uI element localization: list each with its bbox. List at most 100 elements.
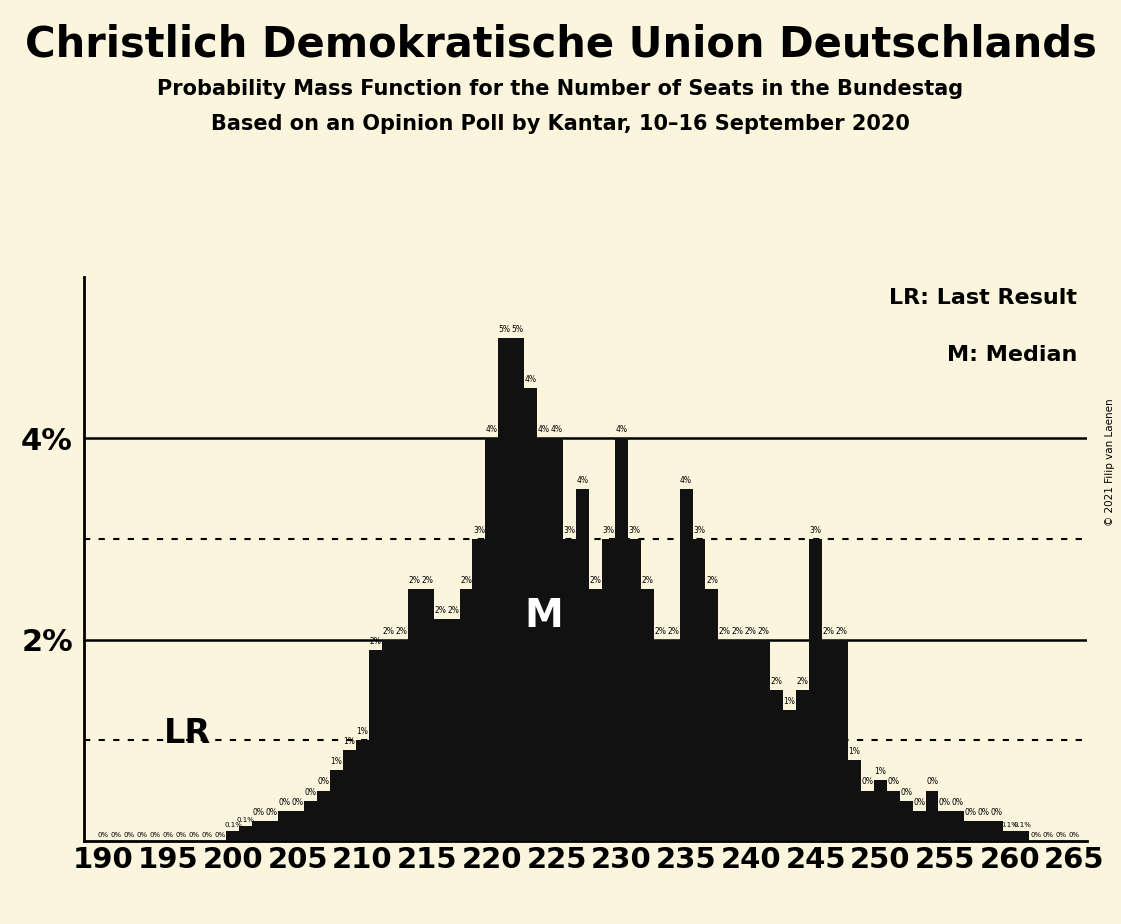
Bar (770, 690, 784, 841)
Bar (278, 810, 291, 841)
Bar (731, 639, 744, 841)
Bar (446, 619, 460, 841)
Text: 0%: 0% (123, 832, 135, 838)
Text: 0%: 0% (214, 832, 225, 838)
Bar (835, 639, 847, 841)
Text: 4%: 4% (485, 425, 498, 434)
Bar (252, 821, 266, 841)
Text: 0%: 0% (900, 787, 912, 796)
Text: 2%: 2% (835, 626, 847, 636)
Bar (563, 539, 576, 841)
Text: M: M (525, 597, 563, 635)
Text: 0.1%: 0.1% (237, 817, 254, 822)
Text: 1%: 1% (849, 748, 860, 756)
Bar (679, 489, 693, 841)
Bar (912, 810, 926, 841)
Text: 0%: 0% (111, 832, 122, 838)
Bar (990, 821, 1003, 841)
Text: 2%: 2% (732, 626, 743, 636)
Text: 4%: 4% (576, 476, 589, 484)
Bar (537, 438, 550, 841)
Text: 2%: 2% (370, 637, 381, 646)
Bar (887, 791, 900, 841)
Text: 0%: 0% (291, 797, 304, 807)
Text: 3%: 3% (473, 526, 485, 535)
Bar (744, 639, 758, 841)
Text: 4%: 4% (525, 375, 537, 383)
Bar (705, 590, 719, 841)
Text: 0%: 0% (965, 808, 976, 817)
Text: 5%: 5% (499, 324, 511, 334)
Text: 4%: 4% (538, 425, 549, 434)
Text: 1%: 1% (356, 727, 369, 736)
Bar (317, 791, 330, 841)
Text: 2%: 2% (719, 626, 731, 636)
Text: 2%: 2% (421, 577, 433, 585)
Bar (576, 489, 589, 841)
Text: LR: Last Result: LR: Last Result (889, 288, 1077, 309)
Text: 2%: 2% (706, 577, 717, 585)
Text: 1%: 1% (784, 697, 796, 706)
Bar (525, 388, 537, 841)
Text: 0.1%: 0.1% (224, 821, 242, 828)
Text: 0%: 0% (991, 808, 1003, 817)
Text: 2%: 2% (823, 626, 834, 636)
Bar (511, 337, 525, 841)
Text: 0%: 0% (1043, 832, 1054, 838)
Text: 3%: 3% (628, 526, 640, 535)
Bar (719, 639, 731, 841)
Bar (978, 821, 990, 841)
Text: 3%: 3% (602, 526, 614, 535)
Text: 2%: 2% (460, 577, 472, 585)
Text: 0%: 0% (266, 808, 278, 817)
Bar (964, 821, 978, 841)
Text: 0%: 0% (137, 832, 148, 838)
Text: 0%: 0% (952, 797, 964, 807)
Bar (240, 826, 252, 841)
Text: 0%: 0% (279, 797, 290, 807)
Bar (304, 800, 317, 841)
Bar (485, 438, 499, 841)
Bar (1003, 831, 1016, 841)
Text: 0%: 0% (1056, 832, 1067, 838)
Bar (784, 710, 796, 841)
Bar (550, 438, 563, 841)
Text: 1%: 1% (874, 768, 887, 776)
Text: 0%: 0% (253, 808, 265, 817)
Bar (382, 639, 395, 841)
Text: 0%: 0% (150, 832, 160, 838)
Bar (395, 639, 408, 841)
Text: 0%: 0% (914, 797, 925, 807)
Bar (641, 590, 654, 841)
Bar (499, 337, 511, 841)
Text: 2%: 2% (382, 626, 395, 636)
Text: 0%: 0% (202, 832, 213, 838)
Text: 0%: 0% (861, 777, 873, 786)
Bar (796, 690, 809, 841)
Text: 0%: 0% (926, 777, 938, 786)
Bar (667, 639, 679, 841)
Text: M: Median: M: Median (947, 345, 1077, 365)
Bar (809, 539, 822, 841)
Text: 3%: 3% (809, 526, 822, 535)
Text: 2%: 2% (655, 626, 666, 636)
Text: 4%: 4% (550, 425, 563, 434)
Text: 3%: 3% (693, 526, 705, 535)
Text: 0%: 0% (98, 832, 109, 838)
Bar (614, 438, 628, 841)
Bar (952, 810, 964, 841)
Text: 0%: 0% (1068, 832, 1080, 838)
Text: 2%: 2% (797, 677, 808, 686)
Bar (900, 800, 912, 841)
Text: 0%: 0% (939, 797, 951, 807)
Text: 0%: 0% (978, 808, 990, 817)
Bar (628, 539, 641, 841)
Text: 0%: 0% (317, 777, 330, 786)
Bar (938, 810, 952, 841)
Text: 2%: 2% (408, 577, 420, 585)
Bar (861, 791, 873, 841)
Bar (434, 619, 446, 841)
Bar (420, 590, 434, 841)
Text: 0%: 0% (163, 832, 174, 838)
Text: © 2021 Filip van Laenen: © 2021 Filip van Laenen (1105, 398, 1115, 526)
